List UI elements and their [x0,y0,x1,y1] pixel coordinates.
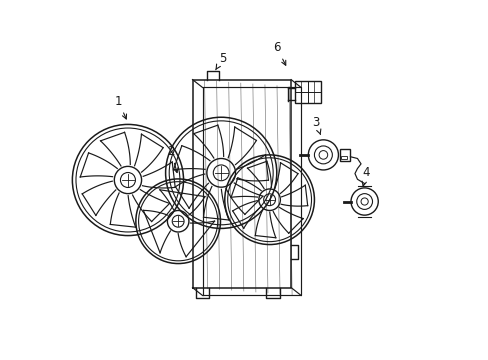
Bar [341,156,346,159]
Text: 1: 1 [114,95,126,119]
Bar [294,81,320,103]
Text: 6: 6 [272,41,285,65]
Text: 5: 5 [215,51,226,70]
Bar [339,149,349,161]
Text: 3: 3 [312,116,320,135]
Text: 4: 4 [361,166,369,186]
Text: 2: 2 [167,145,178,172]
